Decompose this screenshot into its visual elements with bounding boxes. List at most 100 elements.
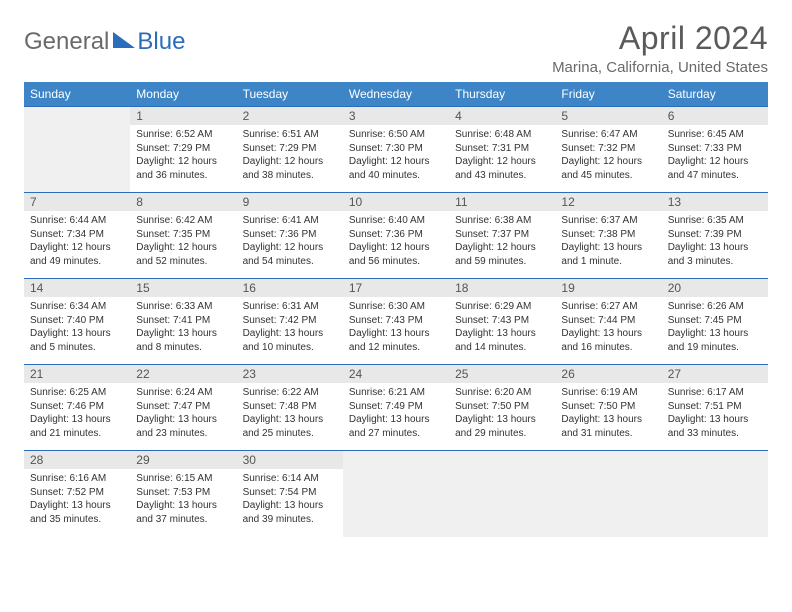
day-body: Sunrise: 6:15 AMSunset: 7:53 PMDaylight:… xyxy=(130,469,236,529)
calendar-cell: 19Sunrise: 6:27 AMSunset: 7:44 PMDayligh… xyxy=(555,279,661,365)
weekday-header: Monday xyxy=(130,82,236,107)
header: General Blue April 2024 Marina, Californ… xyxy=(24,20,768,76)
calendar-cell: 28Sunrise: 6:16 AMSunset: 7:52 PMDayligh… xyxy=(24,451,130,537)
sunset-text: Sunset: 7:45 PM xyxy=(668,314,762,328)
sunset-text: Sunset: 7:37 PM xyxy=(455,228,549,242)
sunset-text: Sunset: 7:46 PM xyxy=(30,400,124,414)
daylight-text: and 1 minute. xyxy=(561,255,655,269)
daylight-text: and 47 minutes. xyxy=(668,169,762,183)
day-body: Sunrise: 6:51 AMSunset: 7:29 PMDaylight:… xyxy=(237,125,343,185)
calendar-cell: 20Sunrise: 6:26 AMSunset: 7:45 PMDayligh… xyxy=(662,279,768,365)
daylight-text: Daylight: 12 hours xyxy=(668,155,762,169)
day-number: 21 xyxy=(24,365,130,383)
sunrise-text: Sunrise: 6:31 AM xyxy=(243,300,337,314)
calendar-cell-empty xyxy=(662,451,768,537)
daylight-text: Daylight: 13 hours xyxy=(349,327,443,341)
daylight-text: and 59 minutes. xyxy=(455,255,549,269)
day-body: Sunrise: 6:42 AMSunset: 7:35 PMDaylight:… xyxy=(130,211,236,271)
sunset-text: Sunset: 7:42 PM xyxy=(243,314,337,328)
day-number: 8 xyxy=(130,193,236,211)
logo: General Blue xyxy=(24,20,185,56)
sunrise-text: Sunrise: 6:38 AM xyxy=(455,214,549,228)
day-body: Sunrise: 6:41 AMSunset: 7:36 PMDaylight:… xyxy=(237,211,343,271)
sunrise-text: Sunrise: 6:22 AM xyxy=(243,386,337,400)
daylight-text: and 39 minutes. xyxy=(243,513,337,527)
sunset-text: Sunset: 7:50 PM xyxy=(561,400,655,414)
sunrise-text: Sunrise: 6:35 AM xyxy=(668,214,762,228)
daylight-text: Daylight: 13 hours xyxy=(30,413,124,427)
day-number: 12 xyxy=(555,193,661,211)
daylight-text: Daylight: 12 hours xyxy=(455,155,549,169)
sunset-text: Sunset: 7:29 PM xyxy=(136,142,230,156)
calendar-cell: 16Sunrise: 6:31 AMSunset: 7:42 PMDayligh… xyxy=(237,279,343,365)
calendar-row: 21Sunrise: 6:25 AMSunset: 7:46 PMDayligh… xyxy=(24,365,768,451)
sunrise-text: Sunrise: 6:44 AM xyxy=(30,214,124,228)
day-number: 22 xyxy=(130,365,236,383)
calendar-cell: 5Sunrise: 6:47 AMSunset: 7:32 PMDaylight… xyxy=(555,107,661,193)
daylight-text: Daylight: 12 hours xyxy=(349,241,443,255)
daylight-text: Daylight: 13 hours xyxy=(136,327,230,341)
calendar-cell-empty xyxy=(555,451,661,537)
sunset-text: Sunset: 7:53 PM xyxy=(136,486,230,500)
weekday-header: Tuesday xyxy=(237,82,343,107)
daylight-text: and 40 minutes. xyxy=(349,169,443,183)
daylight-text: and 12 minutes. xyxy=(349,341,443,355)
day-number: 15 xyxy=(130,279,236,297)
daylight-text: Daylight: 12 hours xyxy=(136,241,230,255)
day-body: Sunrise: 6:35 AMSunset: 7:39 PMDaylight:… xyxy=(662,211,768,271)
sunset-text: Sunset: 7:33 PM xyxy=(668,142,762,156)
month-title: April 2024 xyxy=(552,20,768,57)
day-body: Sunrise: 6:26 AMSunset: 7:45 PMDaylight:… xyxy=(662,297,768,357)
calendar-cell: 22Sunrise: 6:24 AMSunset: 7:47 PMDayligh… xyxy=(130,365,236,451)
sunrise-text: Sunrise: 6:21 AM xyxy=(349,386,443,400)
sunset-text: Sunset: 7:40 PM xyxy=(30,314,124,328)
sunset-text: Sunset: 7:43 PM xyxy=(455,314,549,328)
sunrise-text: Sunrise: 6:30 AM xyxy=(349,300,443,314)
calendar-cell-empty xyxy=(343,451,449,537)
daylight-text: and 38 minutes. xyxy=(243,169,337,183)
sunrise-text: Sunrise: 6:51 AM xyxy=(243,128,337,142)
sunset-text: Sunset: 7:32 PM xyxy=(561,142,655,156)
daylight-text: Daylight: 13 hours xyxy=(30,327,124,341)
daylight-text: and 29 minutes. xyxy=(455,427,549,441)
calendar-row: 28Sunrise: 6:16 AMSunset: 7:52 PMDayligh… xyxy=(24,451,768,537)
day-body: Sunrise: 6:33 AMSunset: 7:41 PMDaylight:… xyxy=(130,297,236,357)
sunset-text: Sunset: 7:49 PM xyxy=(349,400,443,414)
calendar-cell: 14Sunrise: 6:34 AMSunset: 7:40 PMDayligh… xyxy=(24,279,130,365)
calendar-cell: 4Sunrise: 6:48 AMSunset: 7:31 PMDaylight… xyxy=(449,107,555,193)
daylight-text: Daylight: 13 hours xyxy=(561,413,655,427)
sunrise-text: Sunrise: 6:52 AM xyxy=(136,128,230,142)
logo-triangle-icon xyxy=(113,32,135,48)
day-number: 1 xyxy=(130,107,236,125)
daylight-text: and 43 minutes. xyxy=(455,169,549,183)
day-number: 23 xyxy=(237,365,343,383)
day-body: Sunrise: 6:34 AMSunset: 7:40 PMDaylight:… xyxy=(24,297,130,357)
day-number: 11 xyxy=(449,193,555,211)
day-number: 18 xyxy=(449,279,555,297)
sunrise-text: Sunrise: 6:50 AM xyxy=(349,128,443,142)
sunset-text: Sunset: 7:38 PM xyxy=(561,228,655,242)
daylight-text: Daylight: 12 hours xyxy=(30,241,124,255)
sunrise-text: Sunrise: 6:16 AM xyxy=(30,472,124,486)
calendar-cell: 2Sunrise: 6:51 AMSunset: 7:29 PMDaylight… xyxy=(237,107,343,193)
daylight-text: Daylight: 13 hours xyxy=(349,413,443,427)
sunrise-text: Sunrise: 6:19 AM xyxy=(561,386,655,400)
sunset-text: Sunset: 7:50 PM xyxy=(455,400,549,414)
day-body: Sunrise: 6:21 AMSunset: 7:49 PMDaylight:… xyxy=(343,383,449,443)
sunrise-text: Sunrise: 6:25 AM xyxy=(30,386,124,400)
day-body: Sunrise: 6:27 AMSunset: 7:44 PMDaylight:… xyxy=(555,297,661,357)
sunset-text: Sunset: 7:34 PM xyxy=(30,228,124,242)
sunrise-text: Sunrise: 6:33 AM xyxy=(136,300,230,314)
sunset-text: Sunset: 7:48 PM xyxy=(243,400,337,414)
day-number: 27 xyxy=(662,365,768,383)
sunrise-text: Sunrise: 6:40 AM xyxy=(349,214,443,228)
calendar-row: 14Sunrise: 6:34 AMSunset: 7:40 PMDayligh… xyxy=(24,279,768,365)
calendar-cell-empty xyxy=(24,107,130,193)
daylight-text: Daylight: 13 hours xyxy=(243,499,337,513)
sunset-text: Sunset: 7:47 PM xyxy=(136,400,230,414)
day-body: Sunrise: 6:22 AMSunset: 7:48 PMDaylight:… xyxy=(237,383,343,443)
day-number: 24 xyxy=(343,365,449,383)
daylight-text: and 25 minutes. xyxy=(243,427,337,441)
daylight-text: and 19 minutes. xyxy=(668,341,762,355)
calendar-row: 7Sunrise: 6:44 AMSunset: 7:34 PMDaylight… xyxy=(24,193,768,279)
